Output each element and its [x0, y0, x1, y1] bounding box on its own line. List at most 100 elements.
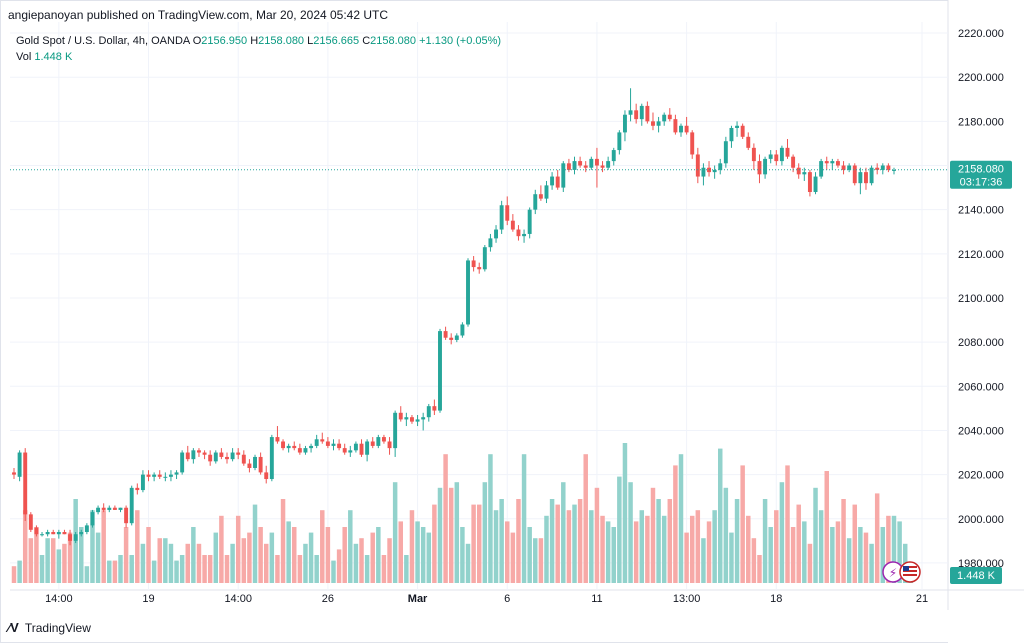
volume-bar: [622, 443, 628, 583]
volume-bar: [561, 482, 566, 583]
candle-body: [572, 161, 577, 170]
volume-bar: [174, 560, 179, 583]
volume-bar: [151, 560, 157, 583]
candle-body: [68, 534, 73, 541]
lightning-glyph: ⚡: [889, 566, 897, 580]
tradingview-logo-icon[interactable]: ⁄V: [8, 620, 19, 635]
candle-body: [208, 454, 213, 462]
candle-body: [129, 487, 134, 524]
candle-body: [617, 132, 622, 151]
volume-bar: [886, 515, 891, 583]
legend-volume-row: Vol 1.448 K: [16, 49, 501, 65]
volume-bar: [90, 510, 95, 583]
volume-bar: [263, 543, 269, 583]
volume-bar: [437, 487, 443, 583]
flag-stripe: [903, 566, 917, 568]
time-tick-label: 19: [142, 593, 154, 605]
candle-body: [852, 165, 857, 184]
candle-body: [359, 443, 364, 455]
volume-bar: [303, 543, 308, 583]
volume-bar: [471, 504, 476, 583]
price-tick-label: 2180.000: [958, 116, 1004, 128]
volume-bar: [179, 555, 185, 583]
volume-bar: [185, 543, 190, 583]
candle-body: [309, 445, 314, 449]
legend-volume-label[interactable]: Vol: [16, 51, 32, 63]
candle-body: [841, 165, 846, 170]
volume-bar: [258, 527, 263, 583]
candle-body: [510, 220, 515, 230]
candle-body: [544, 185, 549, 199]
candle-body: [802, 172, 807, 175]
candle-body: [337, 443, 342, 449]
candle-body: [135, 487, 140, 491]
volume-bar: [830, 527, 835, 583]
legend-low-label: L: [307, 35, 314, 47]
candle-body: [807, 172, 812, 193]
footer-brand[interactable]: TradingView: [24, 620, 91, 635]
candle-body: [628, 110, 633, 115]
legend-high-value: 2158.080: [258, 35, 305, 47]
candle-body: [180, 452, 185, 473]
volume-bar: [292, 527, 297, 583]
candle-body: [494, 229, 498, 239]
legend-close-value: 2158.080: [370, 35, 417, 47]
volume-axis-label: 1.448 K: [957, 570, 996, 582]
legend-high-label: H: [250, 35, 259, 47]
volume-bar: [314, 555, 319, 583]
volume-bar: [863, 532, 869, 583]
volume-bar: [342, 527, 347, 583]
candle-body: [398, 412, 403, 420]
candle-body: [645, 105, 650, 122]
candle-body: [34, 527, 39, 535]
volume-bar: [336, 549, 342, 583]
volume-bar: [667, 499, 673, 583]
candle-body: [824, 161, 829, 164]
volume-bar: [555, 504, 560, 583]
candle-body: [505, 205, 510, 221]
volume-bar: [746, 515, 751, 583]
candle-body: [365, 441, 370, 455]
volume-bar: [202, 555, 207, 583]
price-tick-label: 2040.000: [958, 425, 1004, 437]
volume-bar: [213, 532, 219, 583]
candle-body: [785, 147, 790, 157]
candle-body: [555, 176, 560, 188]
legend-symbol[interactable]: Gold Spot / U.S. Dollar, 4h, OANDA: [16, 35, 190, 47]
candle-body: [757, 161, 762, 175]
volume-bar: [112, 560, 118, 583]
volume-bar: [583, 454, 588, 583]
volume-bar: [678, 454, 684, 583]
candle-body: [23, 452, 28, 515]
volume-bar: [577, 499, 583, 583]
candle-body: [297, 448, 302, 453]
volume-bar: [689, 515, 695, 583]
candle-body: [566, 163, 571, 170]
candle-body: [538, 194, 543, 199]
volume-bar: [123, 527, 129, 583]
time-tick-label: Mar: [408, 593, 428, 605]
candle-body: [51, 532, 56, 535]
time-tick-label: 14:00: [224, 593, 252, 605]
volume-label-box: [950, 567, 1002, 584]
candle-body: [768, 154, 773, 159]
volume-bar: [84, 566, 90, 583]
volume-bar: [146, 527, 151, 583]
candle-body: [796, 167, 801, 175]
candle-body: [679, 125, 683, 133]
candle-body: [779, 147, 784, 162]
candle-body: [163, 476, 168, 478]
candle-body: [875, 167, 880, 170]
candle-body: [533, 194, 538, 210]
volume-bar: [835, 521, 841, 583]
candle-body: [381, 437, 386, 442]
candle-body: [202, 452, 207, 455]
candle-body: [112, 507, 117, 510]
candle-body: [84, 525, 89, 533]
volume-bar: [891, 515, 897, 583]
volume-bar: [432, 504, 437, 583]
volume-bar: [359, 538, 364, 583]
candle-body: [376, 437, 381, 446]
volume-bar: [779, 482, 785, 583]
